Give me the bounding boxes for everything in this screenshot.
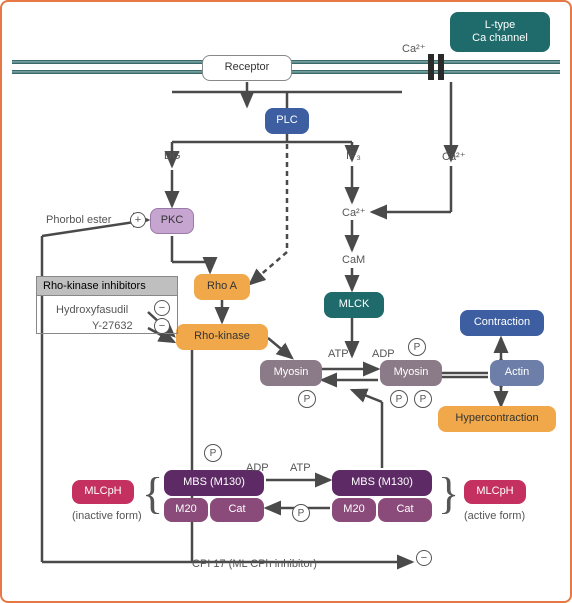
node-cata: Cat [210, 498, 264, 522]
node-mlcph2: MLCpH [464, 480, 526, 504]
label-cpi17: CPI 17 (ML CPh inhibitor) [192, 558, 317, 570]
brace-left: { [142, 468, 163, 519]
node-actin: Actin [490, 360, 544, 386]
phosphate-4: P [204, 444, 222, 462]
label-dg: DG [164, 150, 181, 162]
node-contraction: Contraction [460, 310, 544, 336]
node-mbs2: MBS (M130) [332, 470, 432, 496]
label-ca_mid: Ca²⁺ [442, 150, 466, 163]
node-myosin1: Myosin [260, 360, 322, 386]
label-ca_top: Ca²⁺ [402, 42, 426, 55]
label-adp2: ADP [246, 462, 269, 474]
brace-right: } [438, 468, 459, 519]
node-hyper: Hypercontraction [438, 406, 556, 432]
node-myosin2: Myosin [380, 360, 442, 386]
channel-bar-1 [428, 54, 434, 80]
phosphate-1: P [390, 390, 408, 408]
node-pkc: PKC [150, 208, 194, 234]
phosphate-5: P [292, 504, 310, 522]
node-mlck: MLCK [324, 292, 384, 318]
sign-2: − [154, 318, 170, 334]
pathway-diagram: L-type Ca channel Receptor PLC PKC Rho A Rho-… [0, 0, 572, 603]
label-hydroxy: Hydroxyfasudil [56, 304, 128, 316]
node-rhokinase: Rho-kinase [176, 324, 268, 350]
node-m20a: M20 [164, 498, 208, 522]
label-ca_lower: Ca²⁺ [342, 206, 366, 219]
phosphate-2: P [414, 390, 432, 408]
label-ip3: IP₃ [346, 150, 361, 162]
label-phorbol: Phorbol ester [46, 214, 111, 226]
label-atp2: ATP [290, 462, 311, 474]
node-plc: PLC [265, 108, 309, 134]
sign-0: + [130, 212, 146, 228]
label-y27632: Y-27632 [92, 320, 133, 332]
phosphate-3: P [298, 390, 316, 408]
label-atp1: ATP [328, 348, 349, 360]
channel-bar-2 [438, 54, 444, 80]
label-inactive: (inactive form) [72, 510, 142, 522]
label-adp1: ADP [372, 348, 395, 360]
label-cam: CaM [342, 254, 365, 266]
node-lchannel: L-type Ca channel [450, 12, 550, 52]
node-rhoA: Rho A [194, 274, 250, 300]
node-catb: Cat [378, 498, 432, 522]
node-m20b: M20 [332, 498, 376, 522]
node-mlcph1: MLCpH [72, 480, 134, 504]
rho-kinase-inhibitors-title: Rho-kinase inhibitors [43, 280, 146, 292]
rho-kinase-inhibitors-title-box: Rho-kinase inhibitors [36, 276, 178, 296]
phosphate-0: P [408, 338, 426, 356]
node-receptor: Receptor [202, 55, 292, 81]
label-active: (active form) [464, 510, 525, 522]
sign-3: − [416, 550, 432, 566]
sign-1: − [154, 300, 170, 316]
